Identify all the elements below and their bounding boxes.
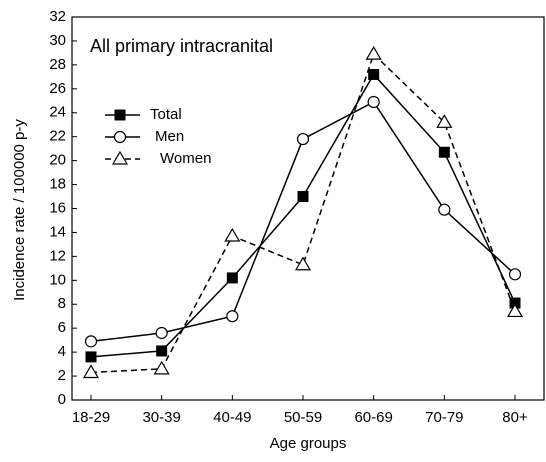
y-tick-label: 14 <box>49 223 66 240</box>
legend-label: Men <box>155 128 184 145</box>
x-tick-label: 70-79 <box>425 409 463 426</box>
y-tick-label: 18 <box>49 176 66 193</box>
plot-frame <box>71 16 545 401</box>
data-point <box>506 303 524 318</box>
x-axis-label: Age groups <box>270 435 347 452</box>
data-point <box>82 364 100 379</box>
data-point <box>438 203 451 216</box>
x-tick-label: 50-59 <box>284 409 322 426</box>
y-axis-label: Incidence rate / 100000 p-y <box>11 119 28 301</box>
x-tick-label: 18-29 <box>72 409 110 426</box>
y-tick-label: 0 <box>58 391 66 408</box>
y-tick-label: 12 <box>49 247 66 264</box>
data-point <box>153 360 170 375</box>
legend-marker <box>114 109 126 121</box>
data-point <box>294 256 312 271</box>
legend-label: Women <box>160 150 211 167</box>
data-point <box>155 326 168 340</box>
y-tick-label: 26 <box>49 80 66 97</box>
data-point <box>156 345 168 357</box>
annotation: All primary intracranital <box>90 36 273 56</box>
legend-marker <box>111 150 129 165</box>
data-point <box>368 68 380 80</box>
y-tick-label: 22 <box>49 128 66 145</box>
data-point <box>436 114 453 128</box>
y-tick-label: 10 <box>49 271 66 288</box>
data-point <box>226 310 239 323</box>
y-tick-label: 32 <box>49 8 66 25</box>
data-point <box>224 227 241 242</box>
data-point <box>226 272 238 284</box>
data-point <box>509 297 521 309</box>
y-tick-label: 20 <box>49 152 66 169</box>
x-tick-label: 60-69 <box>354 409 392 426</box>
data-point <box>438 146 450 158</box>
data-point <box>296 132 310 146</box>
data-point <box>367 95 380 109</box>
legend-label: Total <box>150 106 182 123</box>
data-point <box>84 335 98 348</box>
y-tick-label: 16 <box>49 199 66 216</box>
x-tick-label: 30-39 <box>142 409 180 426</box>
x-tick-label: 80+ <box>502 409 528 426</box>
y-tick-label: 2 <box>58 367 66 384</box>
y-tick-label: 8 <box>58 295 66 312</box>
series-line <box>90 52 516 374</box>
y-tick-label: 4 <box>58 343 66 360</box>
y-tick-label: 6 <box>58 319 66 336</box>
y-tick-label: 30 <box>49 32 66 49</box>
x-tick-label: 40-49 <box>213 409 251 426</box>
data-point <box>297 191 309 203</box>
legend-marker <box>113 130 127 144</box>
data-point <box>365 45 382 60</box>
y-tick-label: 24 <box>49 104 66 121</box>
data-point <box>85 351 97 363</box>
data-point <box>508 268 522 281</box>
y-tick-label: 28 <box>49 56 66 73</box>
